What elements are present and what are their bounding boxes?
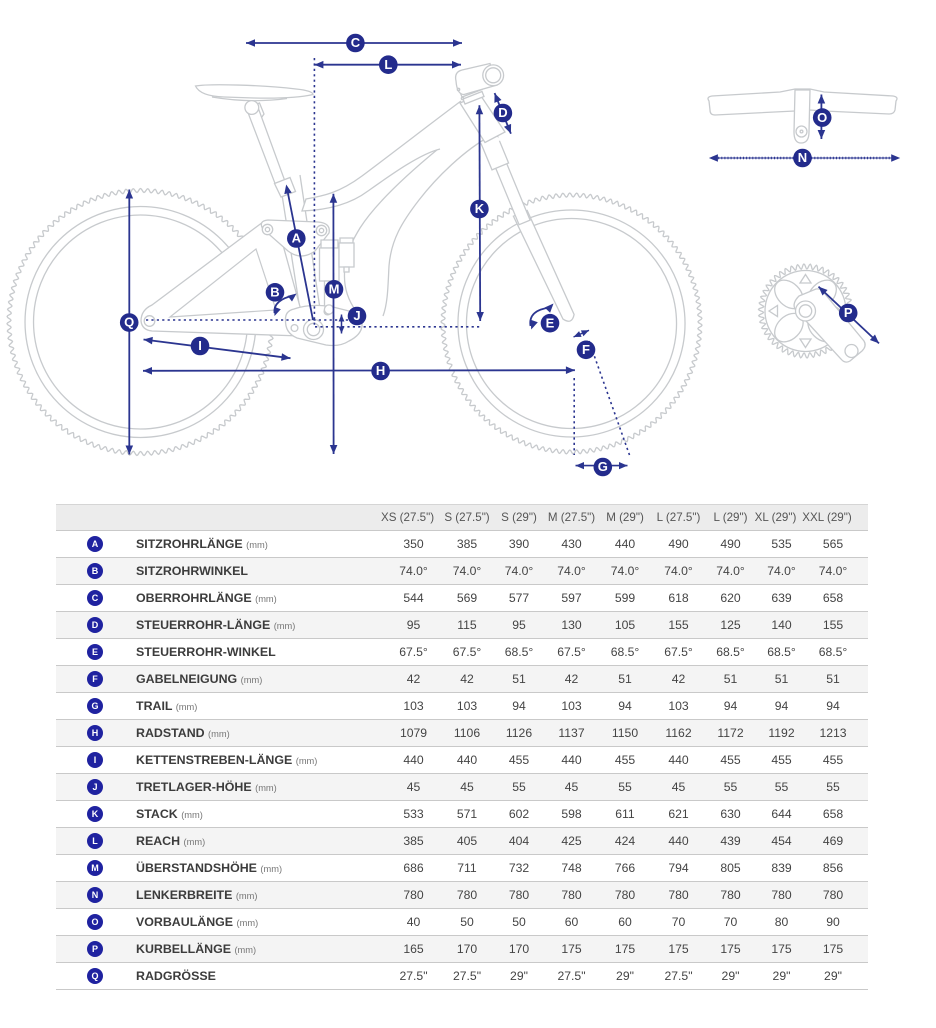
- svg-text:M: M: [329, 282, 340, 297]
- svg-text:L: L: [384, 57, 392, 72]
- svg-text:I: I: [198, 338, 202, 353]
- svg-text:P: P: [844, 305, 853, 320]
- svg-text:J: J: [353, 308, 360, 323]
- svg-text:D: D: [498, 105, 507, 120]
- svg-text:H: H: [376, 363, 385, 378]
- svg-text:G: G: [598, 459, 608, 474]
- svg-text:Q: Q: [124, 315, 134, 330]
- svg-text:N: N: [798, 150, 807, 165]
- svg-text:O: O: [817, 110, 827, 125]
- svg-text:K: K: [475, 201, 485, 216]
- svg-text:F: F: [582, 342, 590, 357]
- svg-text:E: E: [546, 315, 555, 330]
- svg-text:C: C: [351, 35, 361, 50]
- svg-text:A: A: [292, 231, 302, 246]
- svg-text:B: B: [270, 285, 279, 300]
